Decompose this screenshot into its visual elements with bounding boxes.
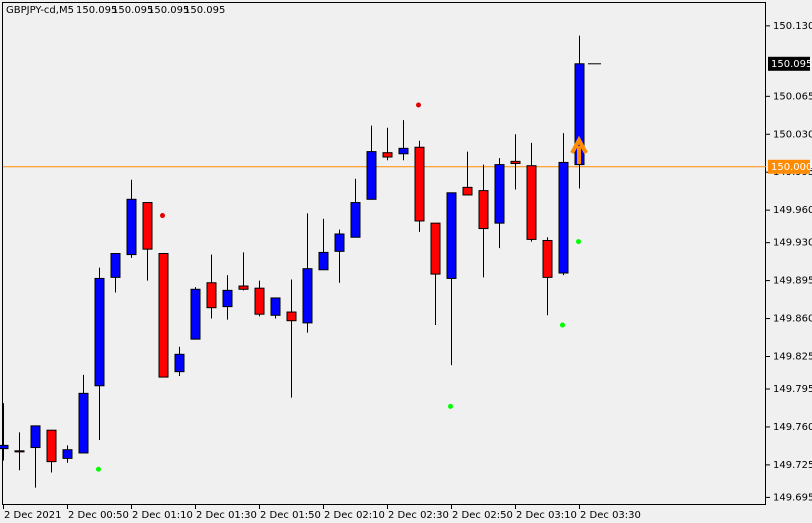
- candle-body: [254, 287, 265, 315]
- x-tick-label: 2 Dec 02:30: [388, 510, 449, 521]
- candle-body: [126, 198, 137, 256]
- candle-body: [334, 233, 345, 252]
- candle-body: [110, 253, 121, 278]
- x-tick-label: 2 Dec 2021: [4, 510, 62, 521]
- y-tick-label: 150.030: [773, 129, 812, 140]
- candle-body: [574, 63, 585, 166]
- candle-body: [222, 289, 233, 308]
- candle-body: [238, 285, 249, 290]
- candle-body: [286, 311, 297, 322]
- candle-body: [318, 251, 329, 271]
- current-price-box: [768, 56, 810, 71]
- candle-body: [414, 146, 425, 222]
- symbol-label: GBPJPY-cd,M5: [6, 5, 74, 16]
- candle-body: [270, 297, 281, 316]
- x-tick-label: 2 Dec 01:10: [132, 510, 193, 521]
- candle-body: [62, 449, 73, 459]
- signal-dot: [560, 322, 565, 328]
- candle-body: [398, 147, 409, 155]
- y-tick-label: 149.895: [773, 276, 812, 287]
- current-price-label: 150.095: [771, 59, 812, 70]
- candle-body: [558, 161, 569, 274]
- y-tick-label: 149.695: [773, 492, 812, 503]
- signal-dot: [576, 239, 581, 245]
- candle-body: [174, 353, 185, 373]
- ohlc-open: 150.095: [76, 5, 117, 16]
- candle-body: [430, 222, 441, 275]
- candle-body: [382, 152, 393, 158]
- candle-body: [302, 268, 313, 324]
- candle-body: [206, 282, 217, 309]
- y-tick-label: 149.960: [773, 205, 812, 216]
- ohlc-high: 150.095: [112, 5, 153, 16]
- candle-body: [478, 190, 489, 230]
- candle-body: [190, 288, 201, 340]
- signal-dot: [416, 102, 421, 108]
- signal-dot: [448, 403, 453, 409]
- signal-dot: [96, 466, 101, 472]
- candle-body: [0, 444, 9, 450]
- candle-body: [30, 425, 41, 449]
- y-tick-label: 149.795: [773, 384, 812, 395]
- candle-body: [542, 239, 553, 278]
- candle-body: [446, 192, 457, 279]
- candle-body: [158, 253, 169, 378]
- y-tick-label: 149.760: [773, 422, 812, 433]
- candle-body: [14, 450, 25, 453]
- candle-body: [510, 160, 521, 165]
- x-tick-label: 2 Dec 01:50: [260, 510, 321, 521]
- candle-body: [526, 165, 537, 240]
- candle-body: [142, 202, 153, 250]
- x-tick-label: 2 Dec 01:30: [196, 510, 257, 521]
- y-tick-label: 149.825: [773, 351, 812, 362]
- candle-body: [46, 429, 57, 463]
- candle-body: [494, 164, 505, 224]
- x-tick-label: 2 Dec 00:50: [68, 510, 129, 521]
- candle-body: [78, 392, 89, 454]
- candle-body: [94, 277, 105, 387]
- x-tick-label: 2 Dec 03:10: [516, 510, 577, 521]
- y-tick-label: 149.725: [773, 460, 812, 471]
- y-tick-label: 149.860: [773, 314, 812, 325]
- y-tick-label: 150.065: [773, 91, 812, 102]
- x-tick-label: 2 Dec 02:50: [452, 510, 513, 521]
- x-tick-label: 2 Dec 03:30: [580, 510, 641, 521]
- level-label: 150.000: [771, 162, 812, 173]
- candle-body: [366, 151, 377, 200]
- plot-frame: [2, 2, 766, 505]
- buy-arrow: [570, 135, 588, 164]
- signal-dot: [160, 213, 165, 219]
- candle-body: [462, 186, 473, 196]
- x-tick-label: 2 Dec 02:10: [324, 510, 385, 521]
- y-tick-label: 150.130: [773, 21, 812, 32]
- ohlc-low: 150.095: [148, 5, 189, 16]
- y-tick-label: 149.930: [773, 238, 812, 249]
- candle-body: [350, 202, 361, 238]
- level-box: [768, 159, 810, 174]
- ohlc-close: 150.095: [184, 5, 225, 16]
